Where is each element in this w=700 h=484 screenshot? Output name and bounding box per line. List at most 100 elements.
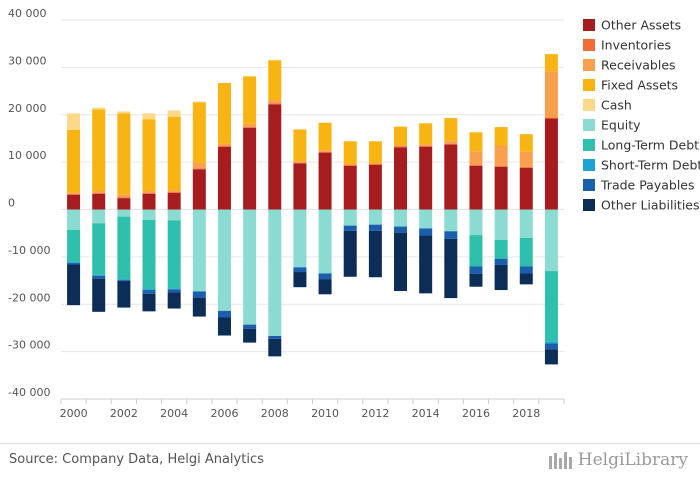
source-note: Source: Company Data, Helgi Analytics — [9, 452, 264, 467]
bar-segment — [368, 163, 382, 165]
bar-segment — [318, 122, 332, 151]
bar-segment — [544, 54, 558, 72]
bar-segment — [544, 209, 558, 272]
bar-segment — [243, 328, 257, 343]
bar-segment — [217, 209, 231, 311]
bar-segment — [494, 258, 508, 265]
bar-segment — [142, 209, 156, 220]
legend-swatch — [583, 39, 595, 51]
legend-swatch — [583, 119, 595, 131]
bar-segment — [394, 226, 408, 233]
bar-segment — [167, 209, 181, 221]
bar-segment — [117, 209, 131, 217]
bar-segment — [343, 164, 357, 166]
bar-segment — [318, 209, 332, 274]
y-tick-label: -40 000 — [8, 386, 50, 399]
x-tick-label: 2008 — [261, 407, 289, 420]
bar-segment — [343, 164, 357, 165]
bar-segment — [519, 237, 533, 267]
legend-label: Other Liabilities — [601, 198, 700, 213]
bar-segment — [519, 266, 533, 274]
bar-segment — [394, 232, 408, 291]
bar-segment — [117, 216, 131, 280]
bar-segment — [444, 143, 458, 145]
x-tick-label: 2014 — [412, 407, 440, 420]
bar-segment — [544, 271, 558, 342]
bar-segment — [293, 272, 307, 288]
bar-segment — [494, 209, 508, 240]
bar-segment — [167, 289, 181, 293]
bar-segment — [268, 100, 282, 104]
bar-segment — [519, 273, 533, 285]
x-tick-label: 2000 — [60, 407, 88, 420]
bar-segment — [192, 291, 206, 298]
bar-segment — [343, 230, 357, 277]
bar-segment — [394, 146, 408, 148]
bar-segment — [142, 191, 156, 193]
bar-segment — [419, 146, 433, 210]
y-tick-label: -20 000 — [8, 291, 50, 304]
bar-segment — [217, 317, 231, 336]
bar-segment — [394, 209, 408, 227]
bar-segment — [469, 273, 483, 287]
bar-segment — [394, 126, 408, 146]
bar-segment — [544, 343, 558, 350]
legend-label: Trade Payables — [600, 178, 695, 193]
bar-segment — [268, 209, 282, 336]
legend-label: Inventories — [601, 38, 671, 53]
bar-segment — [469, 235, 483, 267]
legend-label: Receivables — [601, 58, 676, 73]
legend-swatch — [583, 99, 595, 111]
bar-segment — [343, 225, 357, 231]
bar-segment — [142, 113, 156, 120]
bar-segment — [494, 264, 508, 291]
bar-segment — [192, 169, 206, 210]
bar-segment — [92, 193, 106, 210]
y-tick-label: -10 000 — [8, 244, 50, 257]
bar-segment — [494, 165, 508, 167]
bar-segment — [167, 288, 181, 290]
y-tick-label: -30 000 — [8, 339, 50, 352]
bar-segment — [217, 143, 231, 147]
bar-segment — [167, 116, 181, 191]
brand-name: HelgiLibrary — [577, 450, 688, 470]
bar-segment — [192, 102, 206, 163]
y-axis: 40 000 30 000 20 000 10 000 0 -10 000 -20 000 -… — [8, 7, 50, 399]
y-tick-label: 30 000 — [8, 54, 47, 67]
bar-segment — [167, 292, 181, 309]
legend-label: Equity — [601, 118, 641, 133]
bar-segment — [368, 141, 382, 164]
bar-segment — [92, 109, 106, 192]
bar-segment — [268, 60, 282, 101]
bar-segment — [293, 209, 307, 268]
bar-segment — [67, 264, 81, 306]
legend-label: Long-Term Debt — [601, 138, 699, 153]
bar-segment — [117, 279, 131, 281]
bar-segment — [217, 146, 231, 210]
bar-segment — [444, 144, 458, 210]
legend-label: Cash — [601, 98, 632, 113]
x-axis: 2000 2002 2004 2006 2008 2010 2012 2014 2016 2018 — [60, 399, 565, 420]
bar-segment — [167, 190, 181, 192]
bar-segment — [92, 209, 106, 224]
bar-segment — [469, 151, 483, 165]
bar-segment — [142, 290, 156, 294]
bar-segment — [67, 193, 81, 195]
bar-segment — [142, 192, 156, 194]
bar-segment — [444, 231, 458, 239]
bar-segment — [394, 145, 408, 147]
bar-segment — [494, 239, 508, 259]
bar-segment — [243, 209, 257, 325]
bar-segment — [419, 123, 433, 145]
bar-segment — [544, 71, 558, 118]
y-tick-label: 0 — [8, 197, 15, 210]
legend-label: Short-Term Debt — [601, 158, 700, 173]
y-tick-label: 20 000 — [8, 102, 47, 115]
bar-segment — [469, 266, 483, 274]
bar-segment — [243, 123, 257, 128]
bar-segment — [544, 341, 558, 344]
legend-label: Fixed Assets — [601, 78, 678, 93]
legend-swatch — [583, 79, 595, 91]
bar-segment — [318, 279, 332, 295]
bar-segment — [92, 107, 106, 110]
